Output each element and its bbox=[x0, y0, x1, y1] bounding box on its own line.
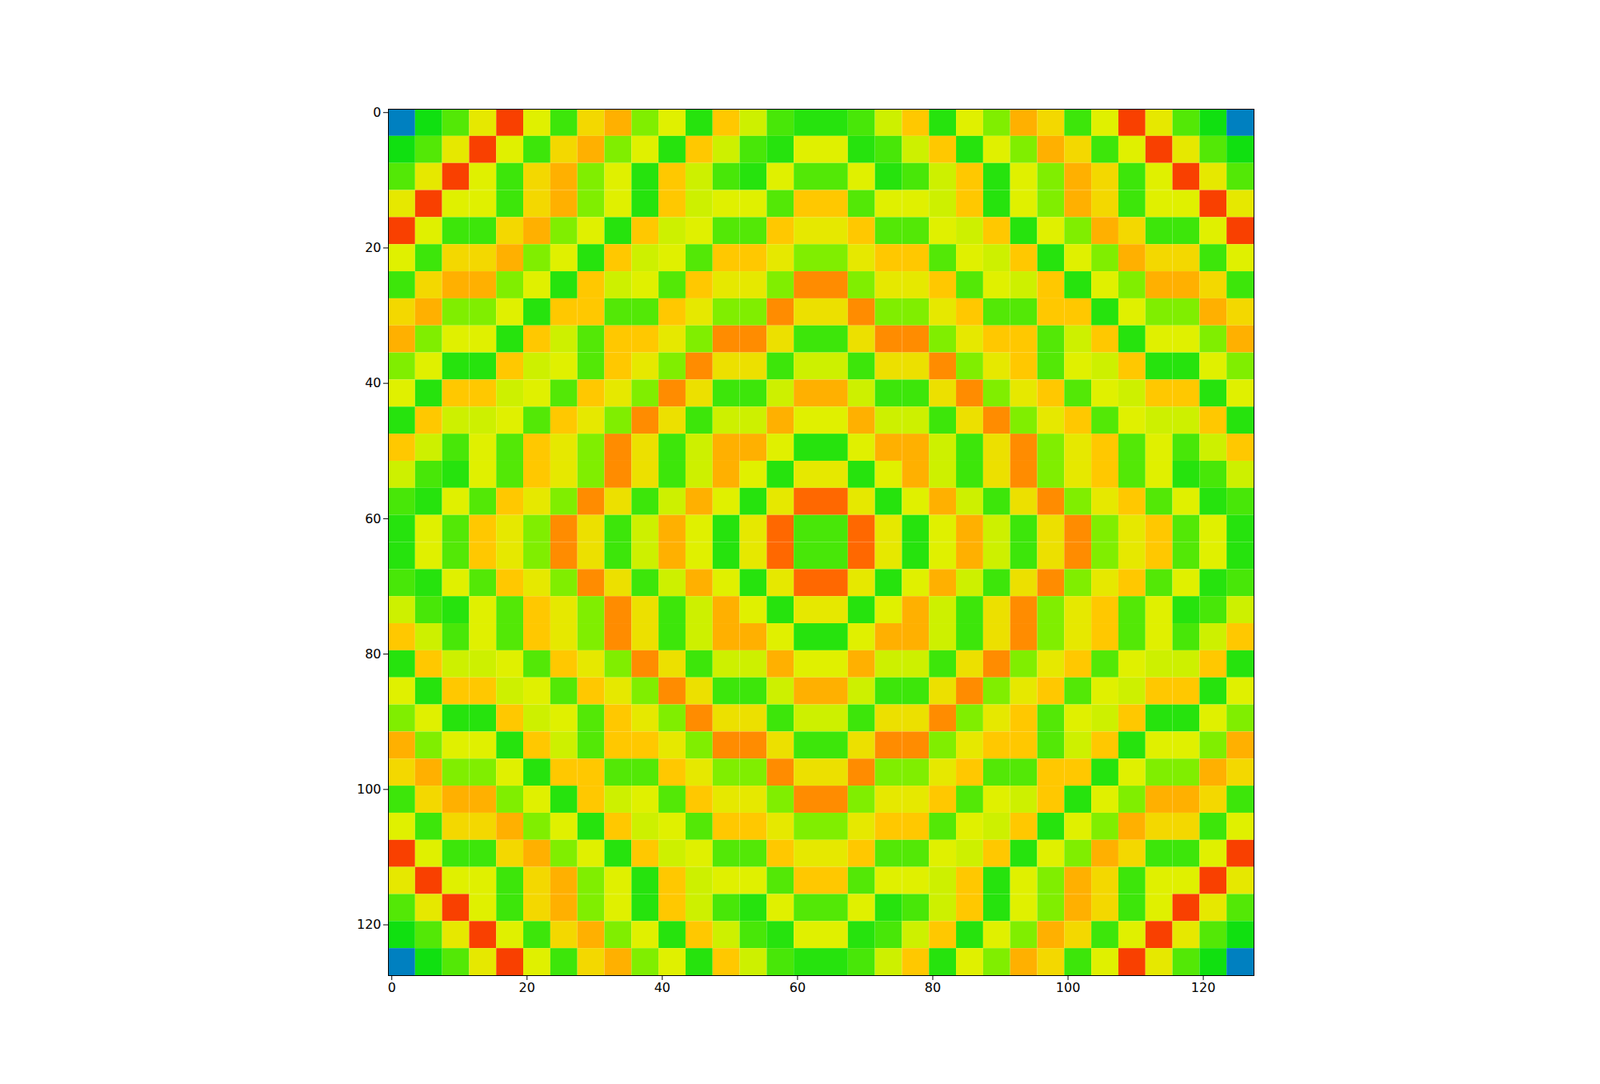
svg-text:120: 120 bbox=[1191, 980, 1216, 996]
svg-text:60: 60 bbox=[364, 511, 381, 527]
svg-text:40: 40 bbox=[364, 375, 381, 391]
svg-text:20: 20 bbox=[519, 980, 536, 996]
svg-text:80: 80 bbox=[924, 980, 941, 996]
svg-text:120: 120 bbox=[356, 916, 382, 932]
svg-text:100: 100 bbox=[356, 781, 382, 797]
svg-text:100: 100 bbox=[1056, 980, 1081, 996]
svg-text:60: 60 bbox=[789, 980, 806, 996]
svg-text:80: 80 bbox=[364, 646, 381, 662]
svg-text:20: 20 bbox=[364, 240, 381, 256]
svg-text:0: 0 bbox=[388, 980, 396, 996]
svg-text:40: 40 bbox=[654, 980, 671, 996]
svg-text:0: 0 bbox=[372, 104, 381, 120]
